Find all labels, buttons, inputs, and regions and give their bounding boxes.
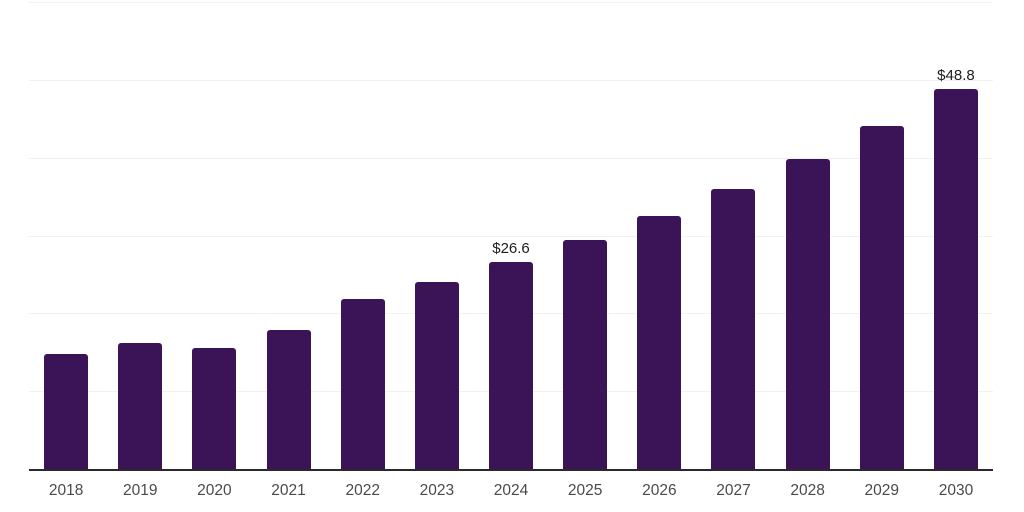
bar-2023: [414, 282, 459, 469]
bar-cell-2027: [696, 2, 770, 469]
bar-2022: [340, 299, 385, 469]
bar-cell-2021: [251, 2, 325, 469]
x-tick-label-2018: 2018: [48, 482, 84, 499]
bar-cell-2029: [845, 2, 919, 469]
bar-cell-2024: $26.6: [474, 2, 548, 469]
bar-cell-2022: [326, 2, 400, 469]
gridline-30: [29, 235, 993, 237]
bar-2026: [637, 216, 682, 469]
bar-2027: [711, 188, 756, 469]
bar-cell-2028: [771, 2, 845, 469]
bar-cell-2019: [103, 2, 177, 469]
bar-cell-2030: $48.8: [919, 2, 993, 469]
gridline-60: [29, 2, 993, 3]
x-axis-labels: 2018 2019 2020 2021 2022 2023 2024 2025 2026 2027…: [29, 482, 993, 500]
bar-2030: [933, 89, 978, 469]
bars-row: $26.6 $48.8: [29, 2, 993, 469]
bar-2024: [489, 261, 534, 469]
x-tick-label-2025: 2025: [567, 482, 603, 499]
x-tick-label-2021: 2021: [271, 482, 306, 499]
bar-value-label-2024: $26.6: [492, 239, 530, 257]
x-tick-label-2030: 2030: [938, 482, 974, 499]
bar-cell-2023: [400, 2, 474, 469]
bar-2020: [192, 348, 237, 469]
bar-2028: [785, 159, 830, 469]
bar-2019: [118, 342, 163, 469]
bar-cell-2018: [29, 2, 103, 469]
x-tick-label-2019: 2019: [122, 482, 158, 499]
gridline-40: [29, 157, 993, 159]
gridline-50: [29, 79, 993, 81]
bar-2025: [563, 240, 608, 469]
bar-value-label-2030: $48.8: [937, 67, 975, 85]
x-tick-label-2023: 2023: [419, 482, 455, 499]
bar-2021: [266, 329, 311, 469]
plot-area: $26.6 $48.8: [29, 2, 993, 471]
x-tick-label-2027: 2027: [716, 482, 751, 499]
bar-2029: [859, 125, 904, 469]
x-tick-label-2024: 2024: [493, 482, 529, 499]
x-tick-label-2028: 2028: [790, 482, 825, 499]
x-tick-label-2026: 2026: [642, 482, 677, 499]
x-tick-label-2029: 2029: [864, 482, 900, 499]
bar-cell-2020: [177, 2, 251, 469]
bar-cell-2026: [622, 2, 696, 469]
x-tick-label-2020: 2020: [197, 482, 232, 499]
x-tick-label-2022: 2022: [345, 482, 380, 499]
bar-2018: [44, 353, 89, 469]
bar-cell-2025: [548, 2, 622, 469]
